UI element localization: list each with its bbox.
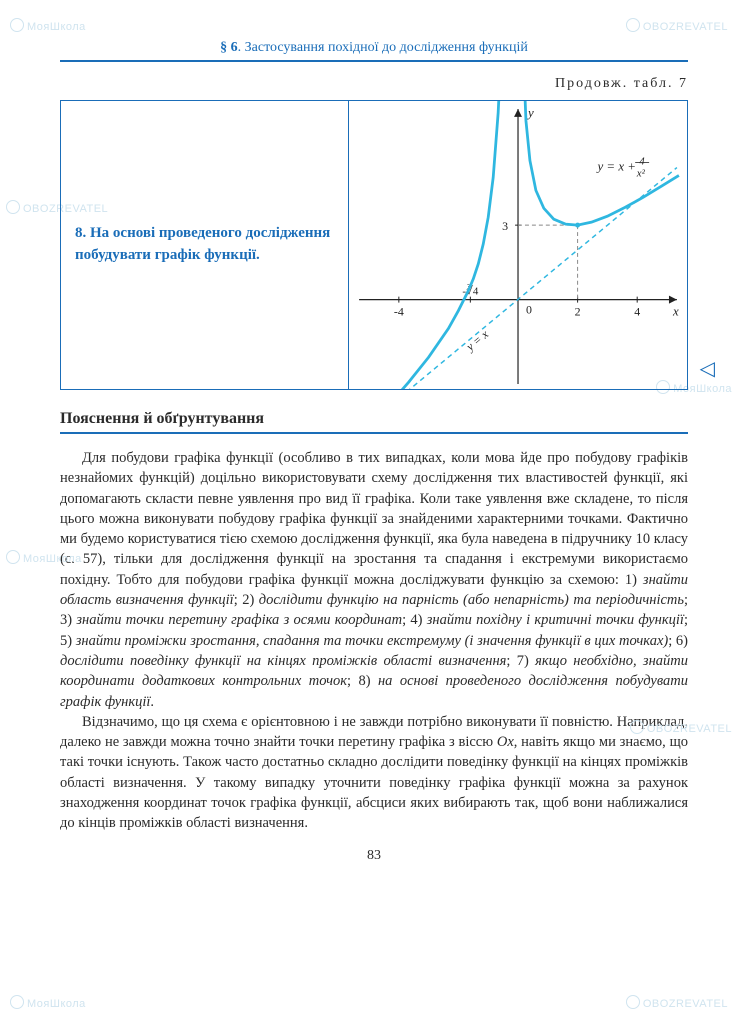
y-axis-arrow <box>514 109 522 117</box>
asymptote-line <box>379 168 677 389</box>
paragraph-2: Відзначимо, що ця схема є орієнтовною і … <box>60 712 688 834</box>
section-title-text: . Застосування похідної до дослідження ф… <box>238 40 528 55</box>
triangle-marker-icon: ◁ <box>700 356 715 381</box>
paragraph-1: Для побудови графіка функції (особливо в… <box>60 448 688 712</box>
figure-box: 8. На основі проведеного дослідження поб… <box>60 100 688 390</box>
watermark: OBOZREVATEL <box>626 995 728 1010</box>
x-tick-label: -4 <box>394 305 404 319</box>
asymptote-label: y = x <box>462 327 491 355</box>
header-rule <box>60 60 688 62</box>
page-header: § 6. Застосування похідної до дослідженн… <box>60 40 688 56</box>
origin-label: 0 <box>526 303 532 317</box>
body-text: Для побудови графіка функції (особливо в… <box>60 448 688 834</box>
y-tick-label: 3 <box>502 219 508 233</box>
figure-step-text: 8. На основі проведеного дослідження поб… <box>75 223 334 267</box>
x-tick-label: 2 <box>575 305 581 319</box>
figure-graph-cell: -4 2 4 0 x y 3 -∛4 y = x <box>349 101 687 389</box>
figure-step-cell: 8. На основі проведеного дослідження поб… <box>61 101 349 389</box>
graph-svg: -4 2 4 0 x y 3 -∛4 y = x <box>349 101 687 389</box>
section-heading: Пояснення й обґрунтування <box>60 410 688 434</box>
watermark: МояШкола <box>10 995 86 1010</box>
x-tick-label: 4 <box>634 305 640 319</box>
x-axis-label: x <box>672 304 679 319</box>
x-axis-arrow <box>669 296 677 304</box>
page-number: 83 <box>60 848 688 864</box>
section-number: § 6 <box>220 40 238 55</box>
min-point <box>575 223 580 228</box>
watermark: МояШкола <box>10 18 86 33</box>
watermark: OBOZREVATEL <box>626 18 728 33</box>
table-continuation-label: Продовж. табл. 7 <box>60 76 688 92</box>
formula-label: y = x + 4x² <box>595 156 645 180</box>
